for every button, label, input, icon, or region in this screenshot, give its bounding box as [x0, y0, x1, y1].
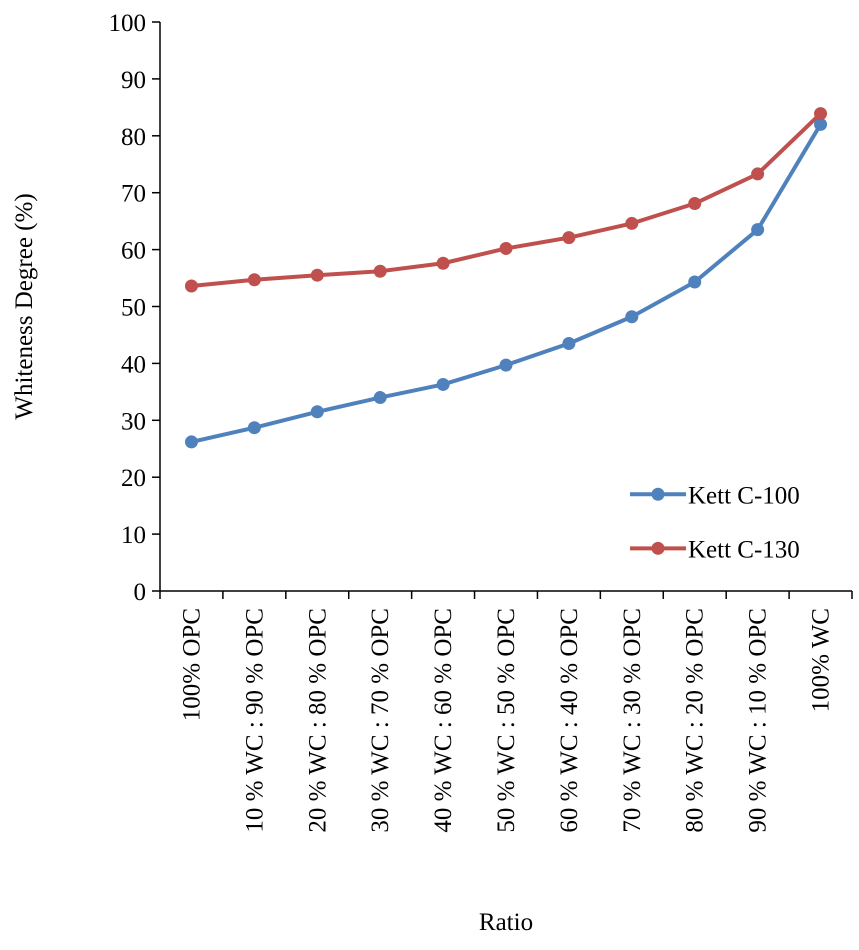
data-point: [373, 391, 387, 405]
data-point: [688, 275, 702, 289]
series-2: [184, 107, 828, 293]
y-tick-label: 70: [121, 181, 146, 208]
data-point: [184, 279, 198, 293]
series-line: [189, 122, 823, 444]
x-tick-label: 40 % WC : 60 % OPC: [430, 608, 457, 833]
data-point: [625, 310, 639, 324]
legend-swatch-marker: [651, 541, 665, 555]
legend-label: Kett C-130: [688, 536, 800, 563]
data-point: [184, 435, 198, 449]
data-point: [373, 264, 387, 278]
data-point: [562, 336, 576, 350]
y-ticks: 0 10 20 30 40 50 60 70 80 90 100: [109, 10, 160, 606]
data-point: [247, 273, 261, 287]
y-tick-label: 20: [121, 465, 146, 492]
series-layer: [184, 107, 828, 449]
series-1: [184, 117, 828, 449]
y-tick-label: 80: [121, 124, 146, 151]
x-tick-label: 70 % WC : 30 % OPC: [619, 608, 646, 833]
legend: Kett C-100 Kett C-130: [630, 482, 800, 563]
y-tick-label: 100: [109, 10, 147, 37]
x-tick-label: 30 % WC : 70 % OPC: [367, 608, 394, 833]
data-point: [562, 231, 576, 245]
data-point: [814, 117, 828, 131]
data-point: [688, 197, 702, 211]
y-tick-label: 30: [121, 408, 146, 435]
y-tick-label: 0: [134, 579, 147, 606]
data-point: [814, 107, 828, 121]
series-line: [189, 111, 823, 289]
data-point: [436, 377, 450, 391]
y-tick-label: 50: [121, 295, 146, 322]
y-tick-label: 10: [121, 522, 146, 549]
legend-item: Kett C-130: [630, 536, 800, 563]
x-tick-label: 100% WC: [808, 608, 835, 712]
data-point: [499, 241, 513, 255]
x-axis-title: Ratio: [479, 909, 533, 936]
data-point: [310, 405, 324, 419]
x-ticks: 100% OPC 10 % WC : 90 % OPC 20 % WC : 80 %…: [159, 591, 853, 833]
x-tick-label: 80 % WC : 20 % OPC: [682, 608, 709, 833]
y-axis-title: Whiteness Degree (%): [11, 193, 38, 419]
legend-item: Kett C-100: [630, 482, 800, 509]
data-point: [625, 216, 639, 230]
x-tick-label: 10 % WC : 90 % OPC: [241, 608, 268, 833]
legend-label: Kett C-100: [688, 482, 800, 509]
x-tick-label: 20 % WC : 80 % OPC: [304, 608, 331, 833]
y-tick-label: 40: [121, 351, 146, 378]
x-tick-label: 50 % WC : 50 % OPC: [493, 608, 520, 833]
data-point: [436, 256, 450, 270]
legend-swatch-marker: [651, 487, 665, 501]
data-point: [751, 223, 765, 237]
y-tick-label: 60: [121, 238, 146, 265]
x-tick-label: 100% OPC: [178, 608, 205, 721]
data-point: [247, 421, 261, 435]
data-point: [499, 358, 513, 372]
x-tick-label: 90 % WC : 10 % OPC: [745, 608, 772, 833]
x-tick-label: 60 % WC : 40 % OPC: [556, 608, 583, 833]
data-point: [310, 268, 324, 282]
y-tick-label: 90: [121, 67, 146, 94]
data-point: [751, 167, 765, 181]
